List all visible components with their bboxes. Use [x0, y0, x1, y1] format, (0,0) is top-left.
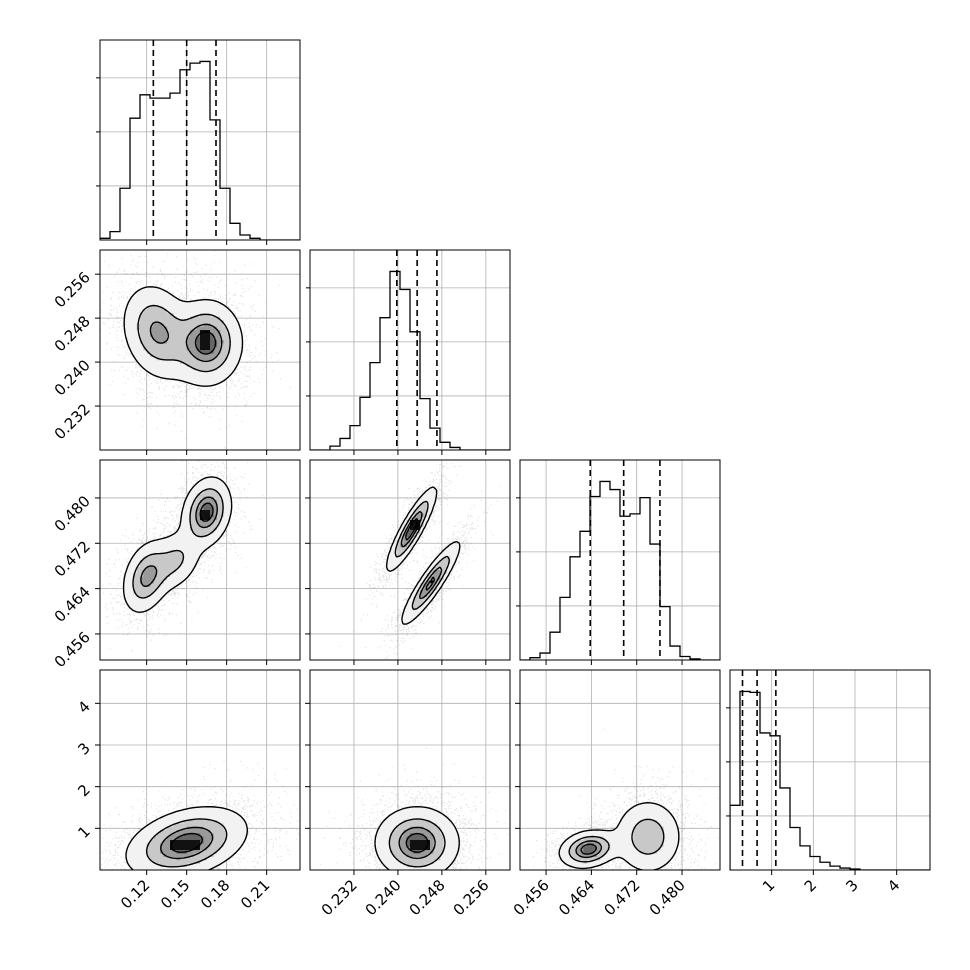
scatter-points	[339, 463, 501, 659]
peak-bins	[410, 840, 430, 850]
panel-hist-3	[726, 669, 931, 871]
panel-frame	[519, 669, 721, 871]
x-tick-label: 0.232	[318, 876, 361, 919]
panel-frame	[309, 669, 511, 871]
contour-line	[568, 818, 665, 863]
x-tick-label: 4	[884, 876, 903, 895]
x-tick-label: 2	[801, 876, 820, 895]
panel-content	[520, 670, 720, 870]
contour-line	[137, 304, 231, 373]
peak-bins	[170, 840, 200, 850]
y-tick-label: 4	[74, 697, 93, 716]
contour-line	[140, 496, 218, 588]
panel-content	[310, 670, 510, 870]
contour-line	[199, 502, 214, 522]
panel-content	[100, 250, 300, 450]
histogram-step	[100, 60, 300, 240]
contour-line	[149, 321, 223, 363]
contour-line	[123, 286, 244, 387]
panel-grid	[310, 460, 510, 660]
x-tick-label: 0.456	[510, 876, 553, 919]
panel-2d-3-2	[519, 669, 721, 871]
y-tick-label: 0.240	[51, 356, 94, 399]
x-tick-label: 3	[842, 876, 861, 895]
peak-bins	[200, 510, 210, 520]
x-tick-label: 0.480	[646, 876, 689, 919]
x-tick-label: 0.472	[600, 876, 643, 919]
x-tick-label: 0.240	[362, 876, 405, 919]
x-tick-label: 0.256	[450, 876, 493, 919]
contour-line	[575, 840, 603, 859]
contour-line	[122, 476, 233, 613]
panel-frame	[309, 459, 511, 661]
panel-frame	[519, 459, 721, 661]
y-tick-label: 0.464	[51, 583, 94, 626]
panel-2d-2-0	[99, 459, 301, 661]
panel-frame	[99, 39, 301, 241]
contour-line	[558, 802, 680, 870]
hist-grid	[730, 670, 930, 870]
y-tick-label: 3	[74, 739, 93, 758]
x-tick-label: 0.464	[555, 876, 598, 919]
panel-grid	[100, 670, 300, 870]
x-tick-label: 0.15	[157, 876, 193, 912]
histogram-step	[730, 690, 930, 870]
panel-content	[100, 670, 300, 870]
contour-fill	[583, 843, 597, 854]
panel-frame	[99, 669, 301, 871]
contour-line	[400, 510, 443, 600]
contour-line	[394, 500, 451, 611]
x-tick-label: 0.248	[406, 876, 449, 919]
contour-line	[132, 488, 224, 599]
y-tick-label: 1	[74, 822, 93, 841]
contour-line	[194, 331, 217, 355]
panel-content	[310, 460, 510, 660]
panel-2d-3-0	[99, 669, 301, 871]
histogram-step	[310, 270, 510, 450]
panel-frame	[99, 249, 301, 451]
panel-2d-1-0	[99, 249, 301, 451]
hist-grid	[520, 460, 720, 660]
contour-fill	[140, 496, 217, 587]
panel-hist-0	[96, 39, 301, 241]
contour-line	[398, 826, 436, 860]
panel-2d-2-1	[309, 459, 511, 661]
panel-frame	[729, 669, 931, 871]
histogram-step	[520, 480, 720, 660]
y-tick-label: 0.248	[51, 312, 94, 355]
contour-line	[388, 818, 446, 868]
panel-grid	[520, 670, 720, 870]
y-tick-label: 0.232	[51, 400, 94, 443]
y-tick-label: 0.472	[51, 537, 94, 580]
contour-line	[580, 843, 597, 855]
x-tick-label: 0.18	[197, 876, 233, 912]
panel-frame	[99, 459, 301, 661]
x-tick-label: 0.12	[117, 876, 153, 912]
x-tick-label: 0.21	[237, 876, 273, 912]
hist-grid	[310, 250, 510, 450]
y-tick-label: 0.480	[51, 492, 94, 535]
panel-frame	[309, 249, 511, 451]
contour-line	[160, 826, 214, 860]
contour-line	[170, 832, 204, 853]
x-tick-label: 1	[759, 876, 778, 895]
contour-line	[145, 818, 228, 868]
panel-hist-2	[516, 459, 721, 661]
contour-line	[405, 517, 436, 591]
panel-content	[100, 460, 300, 660]
y-tick-label: 0.456	[51, 628, 94, 671]
panel-2d-3-1	[309, 669, 511, 871]
contour-fill	[386, 486, 461, 624]
peak-bins	[200, 330, 210, 350]
contour-line	[125, 806, 249, 870]
contour-line	[405, 832, 429, 853]
y-tick-label: 2	[74, 781, 93, 800]
panel-hist-1	[306, 249, 511, 451]
contour-line	[385, 486, 461, 625]
contour-line	[374, 806, 460, 870]
y-tick-label: 0.256	[51, 268, 94, 311]
